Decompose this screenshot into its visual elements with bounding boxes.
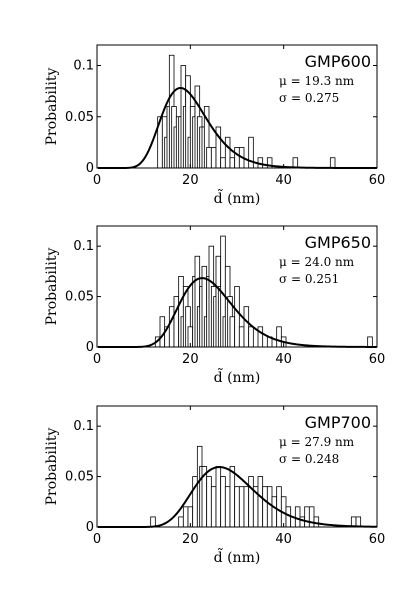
y-tick-label: 0 xyxy=(86,340,94,355)
histogram-bar xyxy=(178,516,184,528)
histogram-bar xyxy=(220,157,226,169)
histogram-bar xyxy=(173,296,180,348)
y-tick-label: 0.05 xyxy=(65,290,94,305)
x-tick-label: 20 xyxy=(182,173,199,188)
histogram-bar xyxy=(329,157,336,169)
histogram-bar xyxy=(308,506,315,528)
histogram-bar xyxy=(266,486,273,528)
x-axis-label: d̃ (nm) xyxy=(214,547,261,566)
histogram-bar xyxy=(248,326,254,348)
x-tick-label: 0 xyxy=(93,173,101,188)
histogram-bar xyxy=(206,476,212,528)
x-tick-label: 60 xyxy=(369,173,386,188)
histogram-bar xyxy=(215,466,222,528)
x-tick-label: 40 xyxy=(275,532,292,547)
histogram-bar xyxy=(234,486,240,528)
histogram-bar xyxy=(276,486,282,528)
histogram-bar xyxy=(229,157,236,169)
x-tick-label: 20 xyxy=(182,352,199,367)
x-axis-label: d̃ (nm) xyxy=(214,188,261,207)
x-tick-label: 40 xyxy=(275,352,292,367)
chart-title: GMP650 xyxy=(305,233,371,252)
histogram-bar xyxy=(234,147,240,169)
histogram-bars xyxy=(154,235,373,348)
chart-title: GMP600 xyxy=(305,52,371,71)
histogram-bar xyxy=(243,306,250,348)
y-tick-label: 0.1 xyxy=(73,419,94,434)
x-tick-label: 40 xyxy=(275,173,292,188)
histogram-bar xyxy=(304,506,310,528)
x-tick-label: 0 xyxy=(93,352,101,367)
sigma-annotation: σ = 0.251 xyxy=(279,272,339,286)
y-tick-label: 0.05 xyxy=(65,470,94,485)
histogram-bar xyxy=(276,326,282,348)
y-axis-label: Probability xyxy=(44,68,60,146)
y-tick-label: 0.05 xyxy=(65,110,94,125)
histogram-bar xyxy=(262,486,268,528)
histogram-bar xyxy=(224,486,231,528)
histogram-bar xyxy=(257,326,264,348)
axes-frame xyxy=(96,225,378,348)
histogram-bar xyxy=(229,466,236,528)
y-axis-label: Probability xyxy=(44,428,60,506)
histogram-bar xyxy=(248,476,254,528)
x-axis-label: d̃ (nm) xyxy=(214,367,261,386)
y-axis-label: Probability xyxy=(44,248,60,326)
histogram-bar xyxy=(229,316,236,348)
mu-annotation: μ = 24.0 nm xyxy=(279,255,355,269)
histogram-bar xyxy=(299,516,306,528)
histogram-bar xyxy=(367,336,373,348)
sigma-annotation: σ = 0.275 xyxy=(279,91,339,105)
x-tick-label: 20 xyxy=(182,532,199,547)
x-tick-label: 60 xyxy=(369,352,386,367)
histogram-bar xyxy=(243,486,250,528)
x-tick-label: 0 xyxy=(93,532,101,547)
histogram-bars xyxy=(157,54,336,169)
y-tick-label: 0.1 xyxy=(73,59,94,74)
histogram-bar xyxy=(168,306,175,348)
chart-panel-1: 0 20 40 60 0 0.05 0.1 GMP600 μ = 19.3 nm σ = 0.27… xyxy=(44,44,386,207)
axes-frame xyxy=(96,44,378,169)
histogram-bar xyxy=(210,486,217,528)
y-tick-label: 0 xyxy=(86,161,94,176)
sigma-annotation: σ = 0.248 xyxy=(279,452,339,466)
histogram-bar xyxy=(257,476,264,528)
histogram-bar xyxy=(271,496,278,528)
histogram-bar xyxy=(206,147,212,169)
histogram-bar xyxy=(294,506,301,528)
histogram-bar xyxy=(210,147,217,169)
chart-panel-2: 0 20 40 60 0 0.05 0.1 GMP650 μ = 24.0 nm σ = 0.25… xyxy=(44,225,386,386)
histogram-bar xyxy=(238,486,245,528)
chart-title: GMP700 xyxy=(305,413,371,432)
histogram-bar xyxy=(248,136,254,169)
histogram-bar xyxy=(234,286,240,348)
histogram-bar xyxy=(238,326,245,348)
x-tick-label: 60 xyxy=(369,532,386,547)
y-tick-label: 0 xyxy=(86,520,94,535)
mu-annotation: μ = 19.3 nm xyxy=(279,74,355,88)
histogram-bar xyxy=(182,506,189,528)
histogram-bar xyxy=(224,136,231,169)
axes-frame xyxy=(96,405,378,528)
mu-annotation: μ = 27.9 nm xyxy=(279,435,355,449)
histogram-bar xyxy=(220,476,226,528)
chart-panel-3: 0 20 40 60 0 0.05 0.1 GMP700 μ = 27.9 nm σ = 0.24… xyxy=(44,405,386,566)
y-tick-label: 0.1 xyxy=(73,239,94,254)
